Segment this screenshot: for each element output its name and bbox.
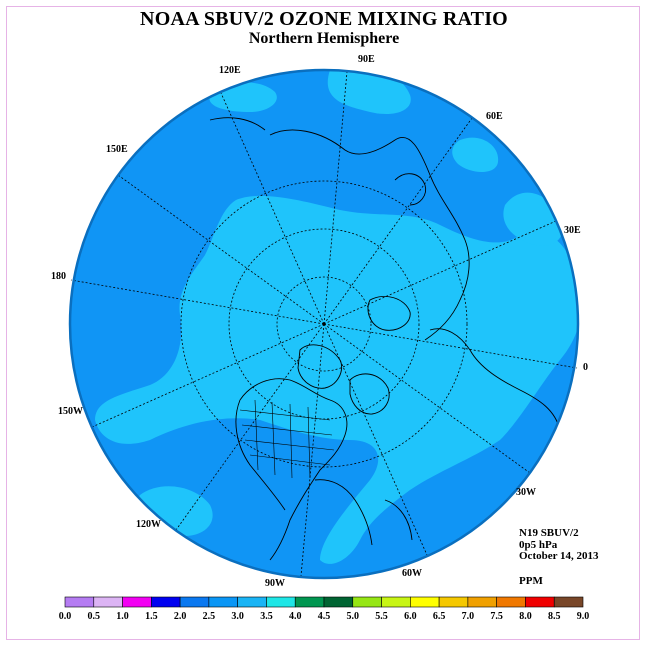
colorbar-swatch [151, 596, 181, 608]
colorbar-swatch [323, 596, 354, 608]
us-state-grid [239, 399, 335, 479]
colorbar-swatch [179, 596, 210, 608]
figure-frame [6, 6, 640, 640]
colorbar-tick-label: 2.5 [203, 611, 216, 622]
ozone-region-high [95, 195, 578, 564]
colorbar-swatch [525, 596, 555, 608]
colorbar-tick-label: 5.0 [347, 611, 360, 622]
lon-label-90w: 90W [265, 578, 285, 589]
colorbar-swatch [237, 596, 267, 608]
colorbar-swatch [438, 596, 469, 608]
colorbar-swatch [467, 596, 497, 608]
colorbar-tick-label: 7.5 [490, 611, 503, 622]
longitude-labels: 90E 120E 60E 150E 30E 180 0 150W 30W 120… [51, 54, 588, 589]
lon-label-150e: 150E [106, 144, 128, 155]
colorbar-tick-label: 7.0 [462, 611, 475, 622]
info-level: 0p5 hPa [519, 539, 558, 551]
ozone-region-high-ne [452, 137, 499, 172]
info-date: October 14, 2013 [519, 550, 599, 562]
colorbar-tick-label: 4.0 [289, 611, 302, 622]
colorbar-tick-label: 8.0 [519, 611, 532, 622]
lon-label-90e: 90E [358, 54, 375, 65]
map-title: NOAA SBUV/2 OZONE MIXING RATIO [140, 8, 508, 30]
colorbar-tick-label: 4.5 [318, 611, 331, 622]
lon-label-0: 0 [583, 362, 588, 373]
lon-label-30w: 30W [516, 487, 536, 498]
lon-label-150w: 150W [58, 406, 83, 417]
colorbar-swatch [381, 596, 411, 608]
colorbar-tick-label: 5.5 [375, 611, 388, 622]
lon-label-180: 180 [51, 271, 66, 282]
lon-label-120e: 120E [219, 65, 241, 76]
colorbar-swatch [410, 596, 440, 608]
colorbar-tick-label: 1.0 [116, 611, 129, 622]
colorbar-tick-label: 1.5 [145, 611, 158, 622]
lon-label-60e: 60E [486, 111, 503, 122]
colorbar-tick-label: 2.0 [174, 611, 187, 622]
colorbar-tick-label: 6.0 [404, 611, 417, 622]
info-satellite: N19 SBUV/2 [519, 527, 579, 539]
coastlines [209, 117, 561, 561]
colorbar-tick-label: 8.5 [548, 611, 561, 622]
colorbar-swatch [496, 596, 526, 608]
ozone-region-high-nw [209, 82, 277, 112]
colorbar-tick-label: 9.0 [577, 611, 590, 622]
lon-label-30e: 30E [564, 225, 581, 236]
colorbar-tick-label: 3.5 [260, 611, 273, 622]
colorbar-tick-label: 6.5 [433, 611, 446, 622]
graticule [70, 71, 578, 577]
colorbar-swatch [266, 596, 296, 608]
colorbar-swatch [294, 596, 325, 608]
colorbar-swatch [352, 596, 382, 608]
colorbar-tick-label: 0.0 [59, 611, 72, 622]
colorbar-swatch [208, 596, 238, 608]
lon-label-120w: 120W [136, 519, 161, 530]
lon-label-60w: 60W [402, 568, 422, 579]
info-units: PPM [519, 575, 543, 587]
colorbar-tick-label: 3.0 [231, 611, 244, 622]
colorbar-swatch [122, 596, 152, 608]
colorbar: 0.0 0.5 1.0 1.5 2.0 2.5 3.0 3.5 4.0 4.5 5.0 5.5 6.0 6… [59, 596, 590, 622]
colorbar-swatch [93, 596, 123, 608]
colorbar-swatch [64, 596, 95, 608]
colorbar-tick-label: 0.5 [88, 611, 101, 622]
map-rim [68, 68, 580, 580]
map-subtitle: Northern Hemisphere [248, 30, 400, 47]
colorbar-swatch [553, 596, 584, 608]
